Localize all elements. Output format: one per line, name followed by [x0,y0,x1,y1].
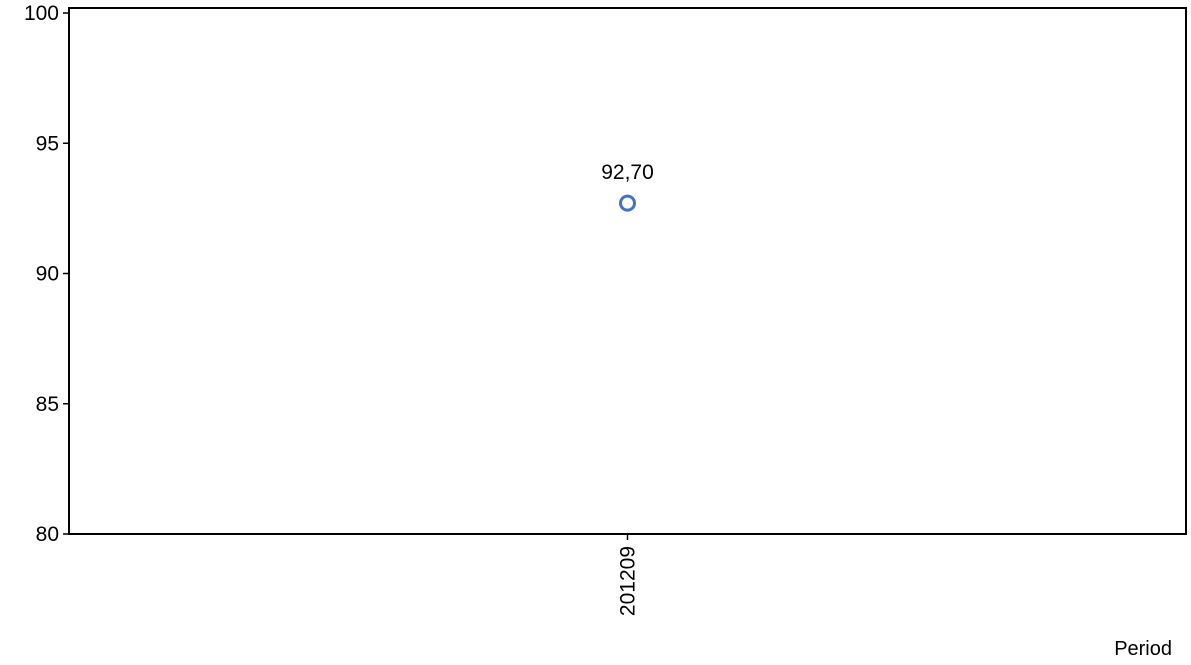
x-axis-title: Period [1114,638,1172,660]
y-tick-label: 100 [24,2,59,25]
data-point [619,194,636,212]
y-tick-label: 95 [36,132,59,155]
y-tick-label: 80 [36,523,59,546]
data-label: 92,70 [601,161,654,184]
x-tick-label: 201209 [617,546,640,616]
series-layer: 92,70 [601,161,654,212]
y-axis: 80 85 90 95 100 [24,2,69,546]
y-tick-label: 90 [36,263,59,286]
plot-area-frame [68,7,1187,535]
y-tick-label: 85 [36,393,59,416]
x-axis: 201209 [617,534,640,616]
